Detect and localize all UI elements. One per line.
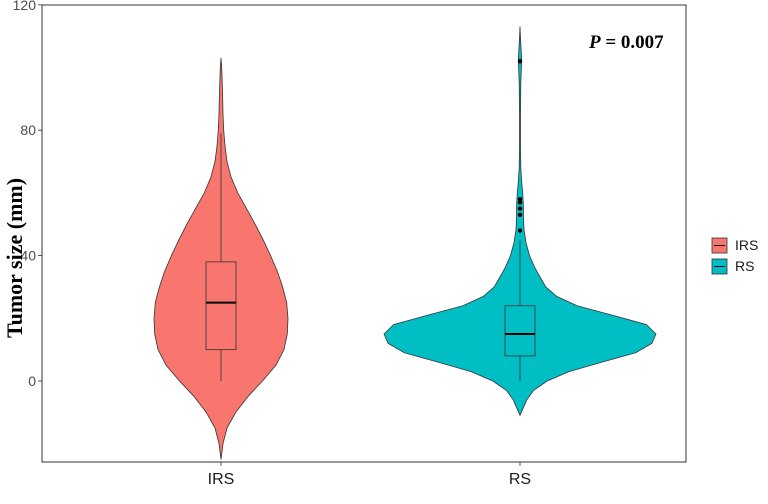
x-tick-label: RS (509, 471, 531, 488)
x-axis-ticks: IRS RS (208, 462, 531, 488)
y-axis-label: Tumor size (mm) (2, 178, 27, 338)
y-tick-label: 120 (13, 0, 37, 13)
violin-rs (383, 26, 657, 416)
outlier-point (517, 200, 523, 205)
outlier-point (517, 59, 523, 64)
legend-label: IRS (735, 237, 758, 253)
p-value-italic: P (588, 32, 601, 53)
legend-item-rs: RS (711, 258, 754, 275)
outlier-point (517, 212, 523, 218)
y-tick-label: 80 (20, 122, 36, 138)
box-rs (504, 305, 536, 357)
y-tick-label: 0 (28, 373, 36, 389)
plot-panel (41, 4, 687, 463)
box-irs (205, 261, 237, 351)
outlier-point (517, 196, 523, 202)
legend-label: RS (735, 258, 754, 274)
outlier-point (517, 228, 523, 233)
y-axis-ticks: 0 40 80 120 (13, 0, 42, 389)
legend-item-irs: IRS (711, 237, 758, 254)
legend: IRS RS (711, 237, 758, 275)
x-tick-label: IRS (208, 471, 235, 488)
violins-layer (153, 26, 657, 460)
y-tick-label: 40 (20, 248, 36, 264)
p-value-annotation: P = 0.007 (588, 32, 664, 53)
outlier-point (517, 206, 523, 211)
p-value-text: = 0.007 (601, 32, 665, 53)
